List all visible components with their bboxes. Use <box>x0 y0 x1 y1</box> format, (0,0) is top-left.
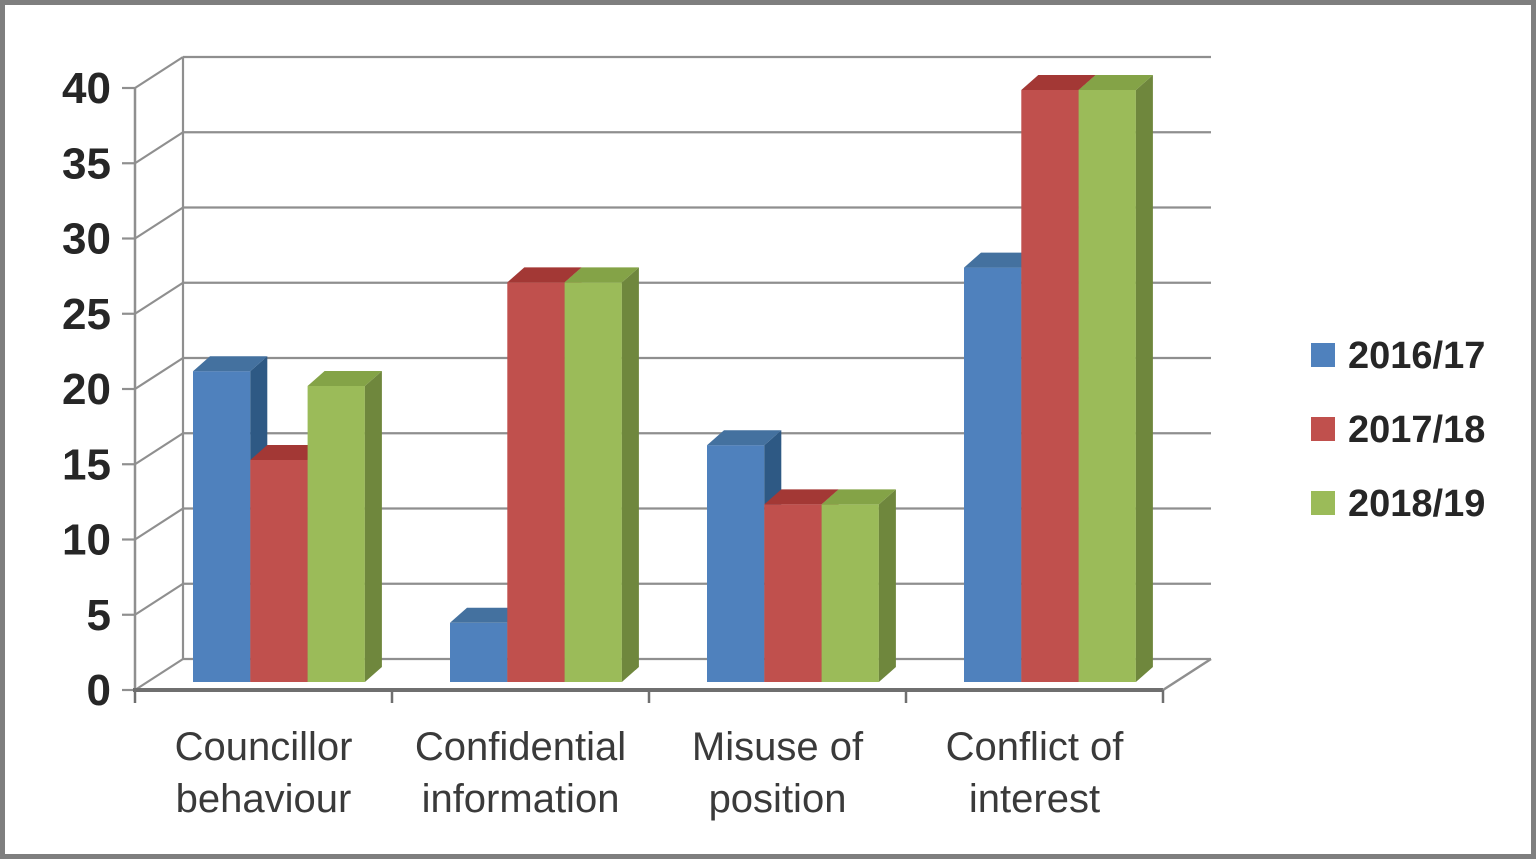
category-label: position <box>709 777 847 821</box>
bar-group <box>964 75 1153 682</box>
y-tick-label: 35 <box>62 139 111 188</box>
bar-group <box>707 430 896 682</box>
gridline-diagonal <box>134 432 184 466</box>
legend-swatch <box>1311 343 1335 367</box>
bar-top-face <box>821 489 896 505</box>
bar-side-face <box>364 371 382 682</box>
bar-side-face <box>621 267 639 682</box>
bars <box>193 75 1153 682</box>
bar-top-face <box>307 371 382 386</box>
bar-group <box>450 267 639 682</box>
bar-top-face <box>707 430 782 446</box>
gridline-diagonal <box>134 56 184 89</box>
bar-top-face <box>1078 75 1153 90</box>
category-label: behaviour <box>176 777 352 821</box>
category-label: Conflict of <box>946 725 1125 769</box>
legend-label: 2017/18 <box>1348 409 1485 451</box>
bar-front-face <box>1021 90 1079 682</box>
bar-front-face <box>250 460 308 682</box>
gridline-diagonal <box>134 131 184 165</box>
bar-top-face <box>450 607 525 623</box>
bar-front-face <box>821 504 879 682</box>
gridline-diagonal <box>134 582 184 616</box>
category-label: Councillor <box>175 725 353 769</box>
bar-top-face <box>193 356 268 372</box>
category-label: Misuse of <box>692 725 864 769</box>
bar-top-face <box>1021 75 1096 90</box>
bar-front-face <box>707 445 765 682</box>
y-tick-label: 20 <box>62 365 111 414</box>
bar-front-face <box>1078 90 1136 682</box>
y-tick-label: 30 <box>62 215 111 264</box>
bar-front-face <box>450 622 508 682</box>
legend-label: 2018/19 <box>1348 483 1485 525</box>
bar-top-face <box>964 252 1039 268</box>
y-tick-label: 25 <box>62 290 111 339</box>
category-label: Confidential <box>415 725 626 769</box>
bar-top-face <box>250 445 325 460</box>
legend-item: 2018/19 <box>1311 483 1485 525</box>
legend-swatch <box>1311 491 1335 515</box>
bar-front-face <box>564 282 622 682</box>
bar-side-face <box>1135 75 1153 682</box>
bar-top-face <box>564 267 639 283</box>
category-ticks <box>133 690 1165 703</box>
bar-front-face <box>507 282 565 682</box>
y-tick-label: 5 <box>87 591 111 640</box>
x-axis-category-labels: Councillor behaviour Confidential informati… <box>175 725 1125 821</box>
gridline-diagonal <box>134 507 184 541</box>
legend-label: 2016/17 <box>1348 335 1485 377</box>
gridline-diagonal <box>134 281 184 315</box>
bar-front-face <box>193 371 251 682</box>
bar-front-face <box>307 386 365 682</box>
floor-right-edge <box>1162 657 1212 692</box>
gridline-diagonal <box>134 357 184 390</box>
bar-top-face <box>507 267 582 283</box>
bar-side-face <box>878 489 896 682</box>
y-tick-label: 15 <box>62 440 111 489</box>
y-axis-tick-labels: 0 5 10 15 20 25 30 35 40 <box>62 64 111 715</box>
y-tick-label: 10 <box>62 516 111 565</box>
legend: 2016/17 2017/18 2018/19 <box>1311 335 1485 525</box>
category-label: interest <box>969 777 1100 821</box>
bar-front-face <box>964 267 1022 682</box>
legend-item: 2017/18 <box>1311 409 1485 451</box>
category-label: information <box>422 777 620 821</box>
gridline-diagonal <box>134 206 184 240</box>
bar-top-face <box>764 489 839 505</box>
y-tick-label: 0 <box>87 666 111 715</box>
gridline-diagonal <box>134 658 184 691</box>
bar-group <box>193 356 382 682</box>
legend-item: 2016/17 <box>1311 335 1485 377</box>
bar-front-face <box>764 504 822 682</box>
legend-swatch <box>1311 417 1335 441</box>
y-tick-label: 40 <box>62 64 111 113</box>
